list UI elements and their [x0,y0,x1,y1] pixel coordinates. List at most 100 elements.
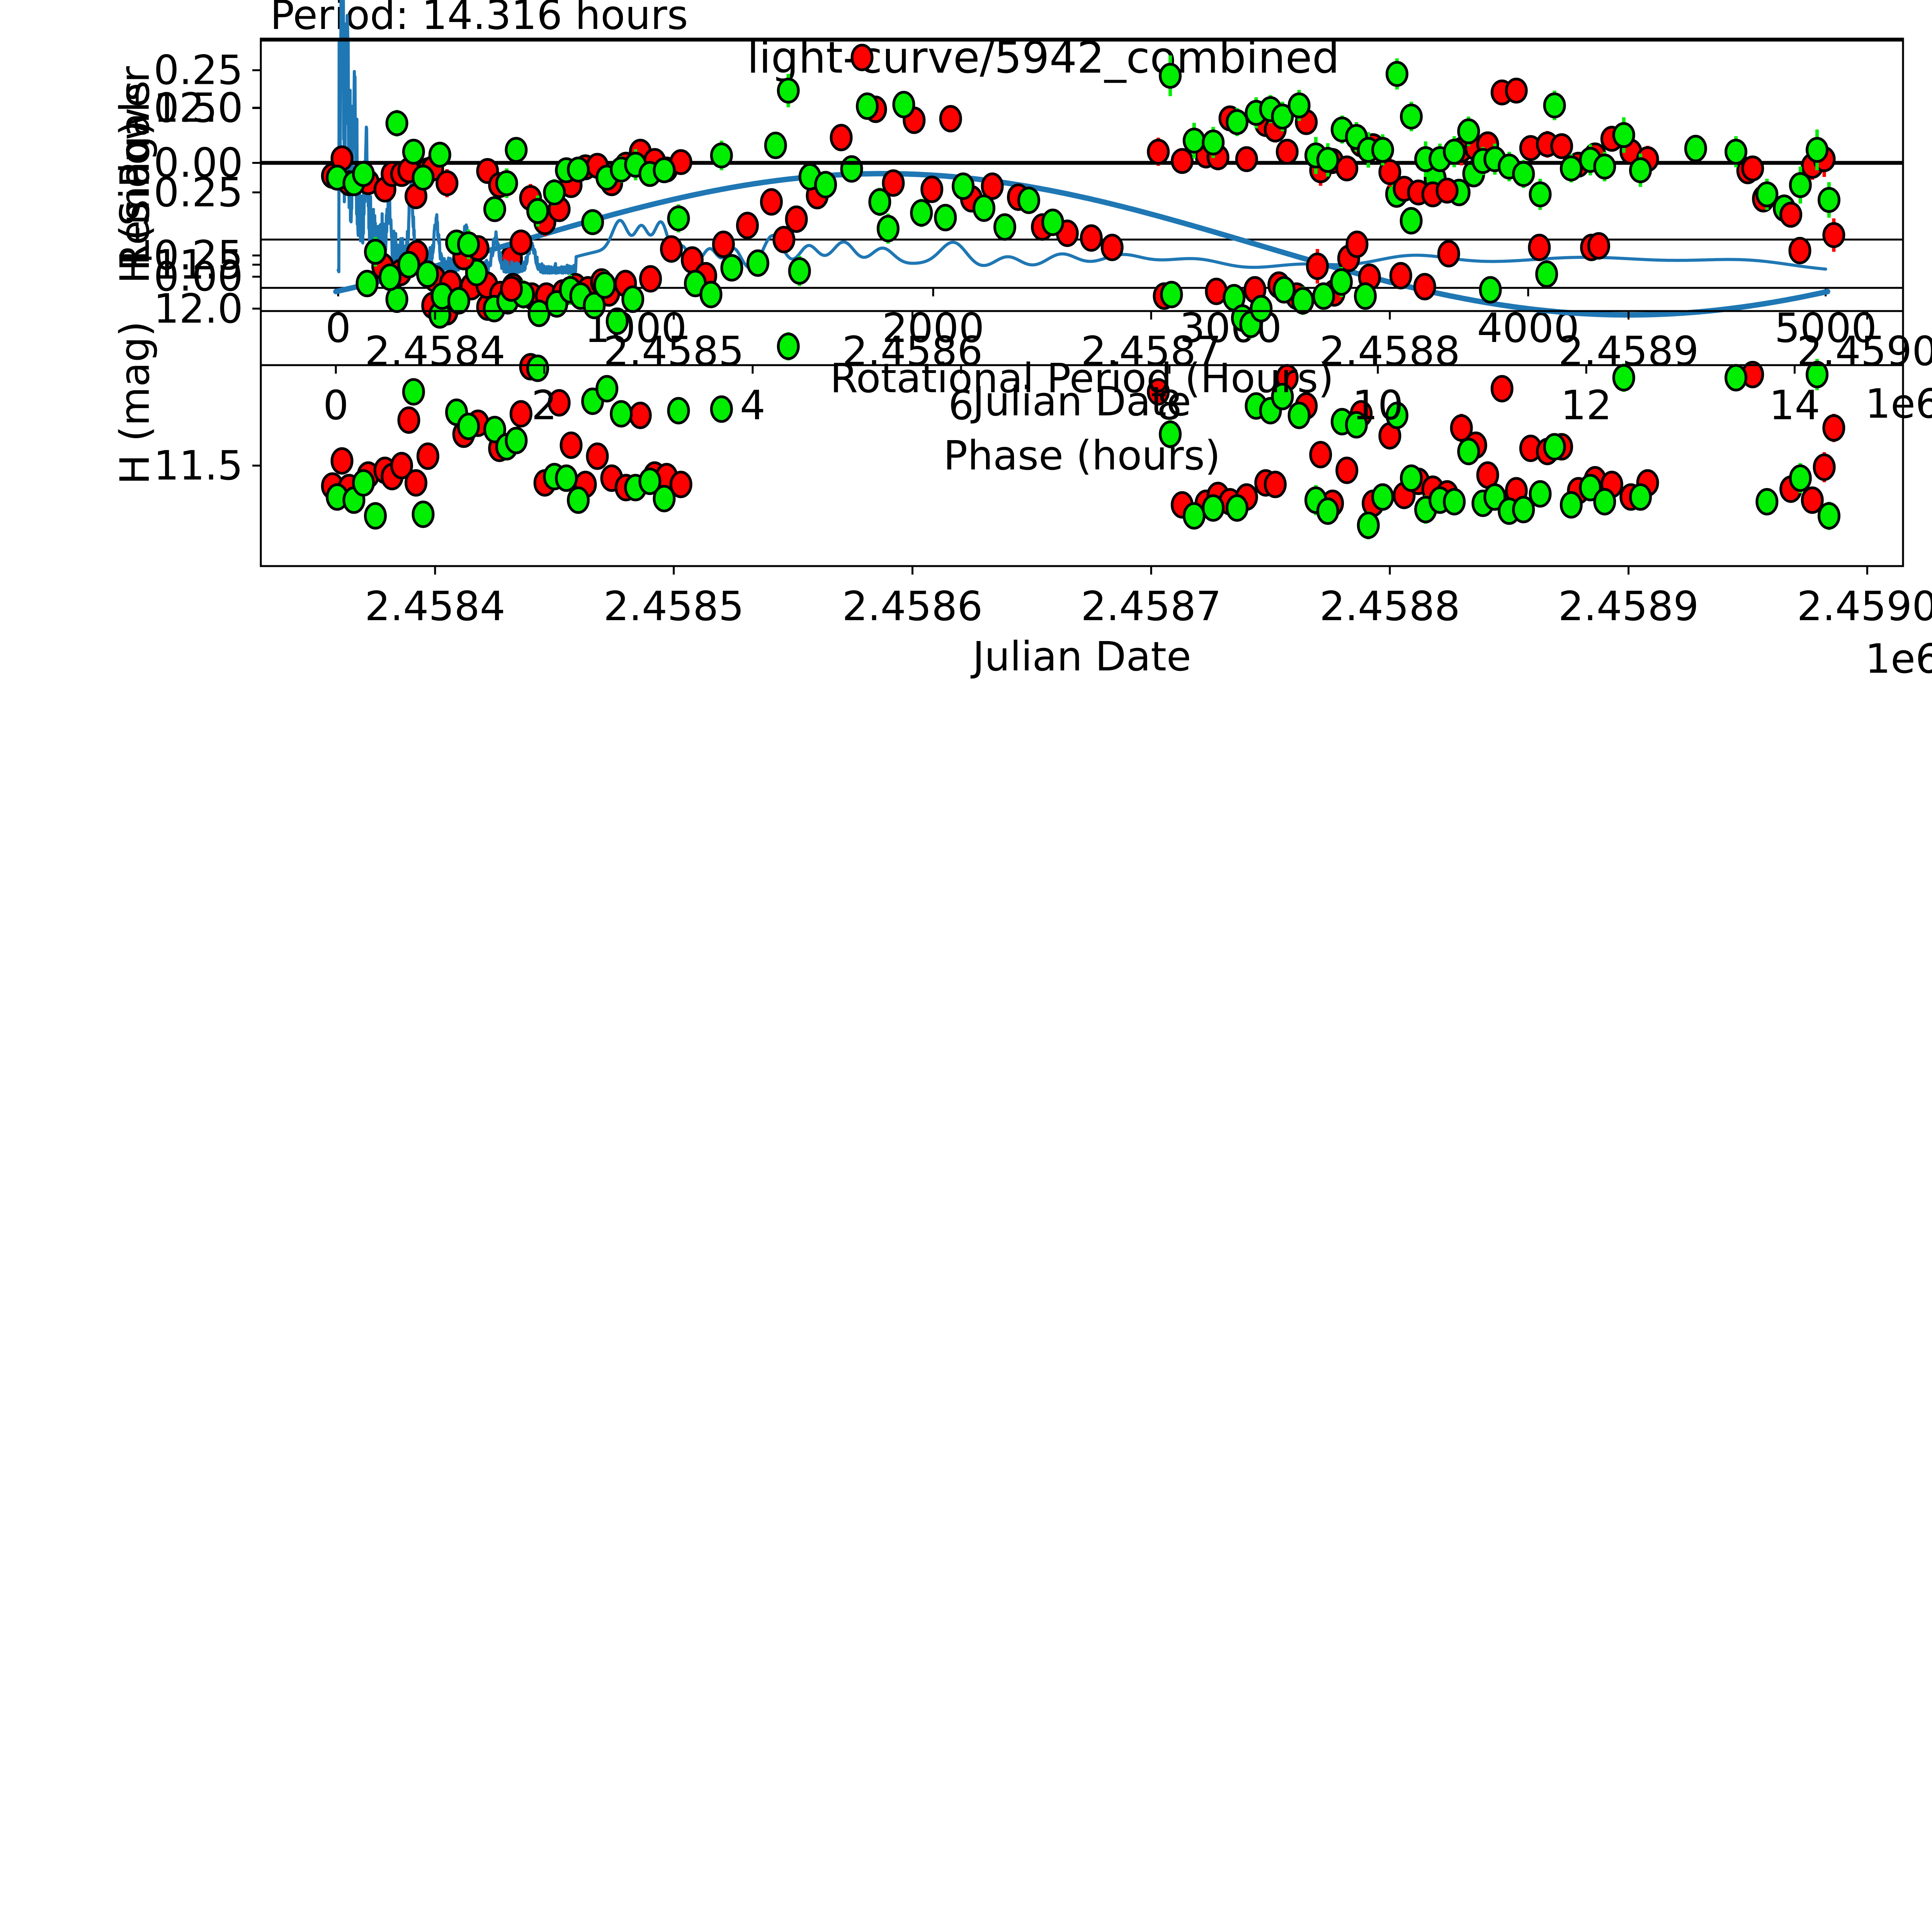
data-point [1264,471,1287,498]
data-point [355,270,379,298]
data-point [457,412,480,440]
x-tick-label: 2000 [882,304,985,352]
x-tick-label: 12 [1561,382,1612,429]
data-point [667,205,690,231]
data-point [505,137,528,163]
y-axis-label: H (mag) [111,321,158,485]
data-point [1550,133,1573,159]
series-green [326,285,1841,539]
data-point [892,91,915,119]
data-point [483,416,506,444]
data-point [402,139,425,165]
data-point [500,276,523,302]
data-point [1371,483,1394,511]
periodogram-line [337,0,1827,275]
data-point [1316,497,1339,525]
data-point [868,188,891,216]
data-point [1543,92,1566,119]
data-point [605,307,629,335]
data-point [1160,281,1183,308]
data-point [777,77,800,104]
x-tick-label: 2.4585 [604,583,744,630]
data-point [638,468,662,495]
data-point [1457,437,1480,465]
data-point [1560,491,1583,519]
data-point [814,171,837,199]
data-point [1612,122,1635,148]
data-point [1528,233,1551,261]
data-point [1725,139,1748,165]
data-point [428,141,451,168]
x-axis-offset-label: 1e6 [1865,635,1932,682]
data-point [543,179,566,206]
data-point [939,105,962,133]
data-point [1593,488,1616,515]
data-point [1345,230,1369,258]
x-axis-label: Julian Date [970,378,1191,425]
data-point [416,260,439,288]
data-point [1202,129,1225,156]
data-point [495,170,518,196]
data-point [1100,233,1124,261]
data-point [1755,181,1779,207]
x-tick-label: 2.4589 [1558,328,1699,375]
data-point [1226,109,1249,135]
data-point [1400,104,1423,130]
y-tick-label: 11.5 [153,442,243,489]
panel-periodogram: 0 1000 2000 3000 4000 5000 0.00 0.25 0.50 Rotatio… [0,0,1932,502]
data-point [610,400,633,428]
x-axis-label: Julian Date [970,633,1191,680]
data-point [653,485,676,512]
data-point [402,378,425,406]
data-point [483,196,506,222]
data-point [412,500,435,528]
y-tick-label: 12.0 [153,84,243,131]
x-axis-offset-label: 1e6 [1865,380,1932,427]
data-point [1235,146,1258,172]
data-point [1389,262,1412,289]
data-point [1587,232,1611,260]
data-point [1684,134,1707,162]
data-point [548,389,571,417]
data-point [850,44,874,71]
data-point [1271,104,1294,130]
light-curve-chart: 2.4584 2.4585 2.4586 2.4587 2.4588 2.4589 2.45… [111,238,1932,682]
data-point [910,199,933,227]
data-point [1385,61,1408,87]
data-point [581,209,604,235]
data-point [1529,480,1552,508]
data-point [1593,153,1616,180]
data-point [1312,282,1335,310]
data-point [397,251,420,279]
data-point [1182,128,1206,154]
data-point [509,230,532,256]
data-point [720,254,743,282]
data-point [1479,276,1502,304]
data-point [560,431,583,459]
data-point [1512,496,1535,524]
data-point [1529,181,1552,207]
x-tick-label: 2.4588 [1320,583,1460,630]
data-point [1543,433,1566,461]
y-tick-label: 0.25 [153,169,243,216]
data-point [1818,187,1841,213]
data-point [667,397,690,425]
x-tick-label: 2.4585 [604,328,744,375]
data-point [1287,401,1311,429]
data-point [1271,383,1294,410]
data-point [593,271,616,299]
data-point [586,442,609,470]
data-point [595,375,619,403]
data-point [1357,511,1380,539]
data-point [1226,494,1249,522]
data-point [736,211,759,239]
data-point [699,281,723,308]
data-point [1789,172,1812,198]
data-point [1309,441,1332,469]
data-point [1316,147,1339,173]
data-point [1450,414,1473,442]
data-point [405,469,428,497]
x-tick-label: 2.4590 [1797,583,1932,630]
series-green [326,55,1841,267]
data-point [952,172,975,200]
